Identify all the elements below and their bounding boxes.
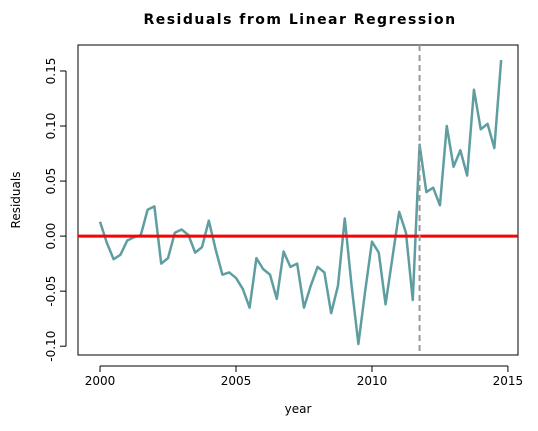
x-tick-label: 2010 (357, 374, 388, 388)
chart-title: Residuals from Linear Regression (143, 12, 456, 28)
x-tick-label: 2000 (85, 374, 116, 388)
y-tick-label: 0.15 (44, 58, 58, 85)
y-tick-label: 0.00 (44, 223, 58, 250)
x-tick-label: 2015 (493, 374, 524, 388)
plot-box (77, 44, 519, 356)
y-tick-label: -0.10 (44, 331, 58, 362)
residual-line (98, 59, 503, 346)
y-tick-label: 0.10 (44, 113, 58, 140)
y-tick-label: -0.05 (44, 276, 58, 307)
x-axis-label: year (285, 402, 312, 416)
y-axis-label: Residuals (9, 172, 23, 229)
x-tick-label: 2005 (221, 374, 252, 388)
y-tick-label: 0.05 (44, 168, 58, 195)
